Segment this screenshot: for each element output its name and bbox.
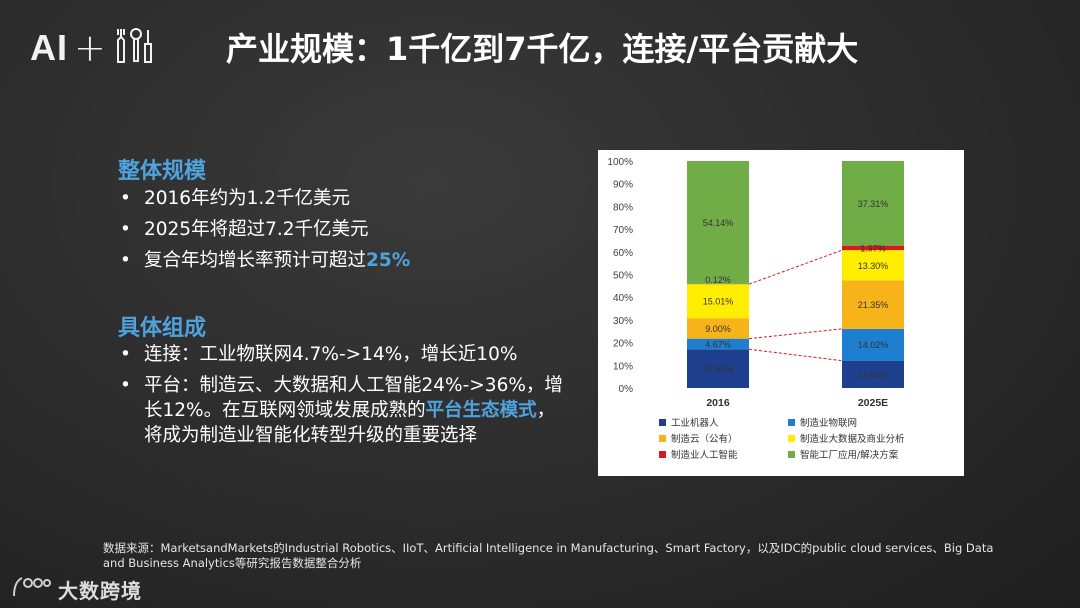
data-label: 14.02% bbox=[858, 340, 889, 350]
legend-swatch bbox=[659, 451, 666, 458]
chart-svg: 0% 10% 20% 30% 40% 50% 60% 70% 80% 90% 100% 17.06% 4… bbox=[607, 157, 905, 461]
y-tick-label: 90% bbox=[613, 180, 633, 191]
platform-highlight: 平台生态模式 bbox=[425, 400, 537, 421]
y-tick-label: 30% bbox=[613, 316, 633, 327]
bar-segment bbox=[687, 284, 749, 319]
legend-swatch bbox=[788, 435, 795, 442]
overall-item-2: 2025年将超过7.2千亿美元 bbox=[118, 217, 563, 242]
bar-segment bbox=[842, 250, 904, 281]
data-label: 0.12% bbox=[705, 275, 731, 285]
page-title: 产业规模：1千亿到7千亿，连接/平台贡献大 bbox=[226, 30, 859, 68]
data-label: 21.35% bbox=[858, 300, 889, 310]
cagr-highlight: 25% bbox=[366, 250, 411, 271]
data-label: 1.97% bbox=[860, 243, 886, 253]
data-label: 4.67% bbox=[705, 339, 731, 349]
legend-swatch bbox=[788, 451, 795, 458]
y-tick-label: 100% bbox=[607, 157, 633, 168]
x-tick-label: 2025E bbox=[858, 397, 888, 409]
composition-list: 连接：工业物联网4.7%->14%，增长近10% 平台：制造云、大数据和人工智能… bbox=[118, 342, 563, 454]
connector-line bbox=[748, 249, 843, 285]
stacked-bar-chart: 0% 10% 20% 30% 40% 50% 60% 70% 80% 90% 100% 17.06% 4… bbox=[598, 150, 964, 476]
bar-segment bbox=[687, 161, 749, 284]
overall-item-1: 2016年约为1.2千亿美元 bbox=[118, 186, 563, 211]
legend-label: 制造云（公有） bbox=[671, 433, 738, 445]
data-label: 13.30% bbox=[858, 261, 889, 271]
bar-segment bbox=[687, 338, 749, 350]
legend-label: 智能工厂应用/解决方案 bbox=[800, 449, 899, 461]
composition-item-1: 连接：工业物联网4.7%->14%，增长近10% bbox=[118, 342, 563, 367]
data-label: 12.05% bbox=[858, 370, 889, 380]
brand-logo-icon bbox=[10, 574, 52, 604]
overall-item-3: 复合年均增长率预计可超过25% bbox=[118, 248, 563, 273]
logo-plus: + bbox=[74, 26, 106, 70]
logo-text: AI bbox=[30, 27, 68, 68]
legend-swatch bbox=[788, 419, 795, 426]
ai-plus-logo: AI + bbox=[30, 26, 154, 70]
connector-line bbox=[748, 328, 843, 340]
legend-label: 工业机器人 bbox=[671, 417, 719, 429]
y-tick-label: 50% bbox=[613, 271, 633, 282]
overall-heading: 整体规模 bbox=[118, 159, 207, 184]
bar-segment bbox=[842, 360, 904, 388]
composition-item-2: 平台：制造云、大数据和人工智能24%->36%，增长12%。在互联网领域发展成熟… bbox=[118, 373, 563, 448]
legend-swatch bbox=[659, 419, 666, 426]
legend-label: 制造业人工智能 bbox=[671, 449, 738, 461]
overall-list: 2016年约为1.2千亿美元 2025年将超过7.2千亿美元 复合年均增长率预计… bbox=[118, 186, 563, 279]
brand-name: 大数跨境 bbox=[58, 578, 142, 603]
bar-segment bbox=[842, 328, 904, 361]
connector-line bbox=[748, 348, 843, 362]
bar-segment bbox=[842, 161, 904, 246]
y-tick-label: 10% bbox=[613, 361, 633, 372]
bar-segment bbox=[842, 245, 904, 251]
data-label: 37.31% bbox=[858, 199, 889, 209]
bar-segment bbox=[687, 349, 749, 388]
y-tick-label: 70% bbox=[613, 225, 633, 236]
legend-swatch bbox=[659, 435, 666, 442]
y-tick-label: 60% bbox=[613, 248, 633, 259]
tools-icon bbox=[114, 26, 154, 70]
source-note: 数据来源：MarketsandMarkets的Industrial Roboti… bbox=[103, 541, 994, 570]
brand-footer: 大数跨境 bbox=[10, 574, 142, 604]
composition-heading: 具体组成 bbox=[118, 316, 207, 341]
legend-label: 制造业物联网 bbox=[800, 417, 857, 429]
y-tick-label: 80% bbox=[613, 202, 633, 213]
y-tick-label: 20% bbox=[613, 339, 633, 350]
x-tick-label: 2016 bbox=[706, 397, 730, 409]
data-label: 17.06% bbox=[703, 364, 734, 374]
data-label: 9.00% bbox=[705, 324, 731, 334]
bar-segment bbox=[687, 318, 749, 339]
y-tick-label: 0% bbox=[619, 384, 634, 395]
legend-label: 制造业大数据及商业分析 bbox=[800, 433, 905, 445]
y-tick-label: 40% bbox=[613, 293, 633, 304]
bar-segment bbox=[842, 280, 904, 329]
data-label: 15.01% bbox=[703, 297, 734, 307]
data-label: 54.14% bbox=[703, 218, 734, 228]
